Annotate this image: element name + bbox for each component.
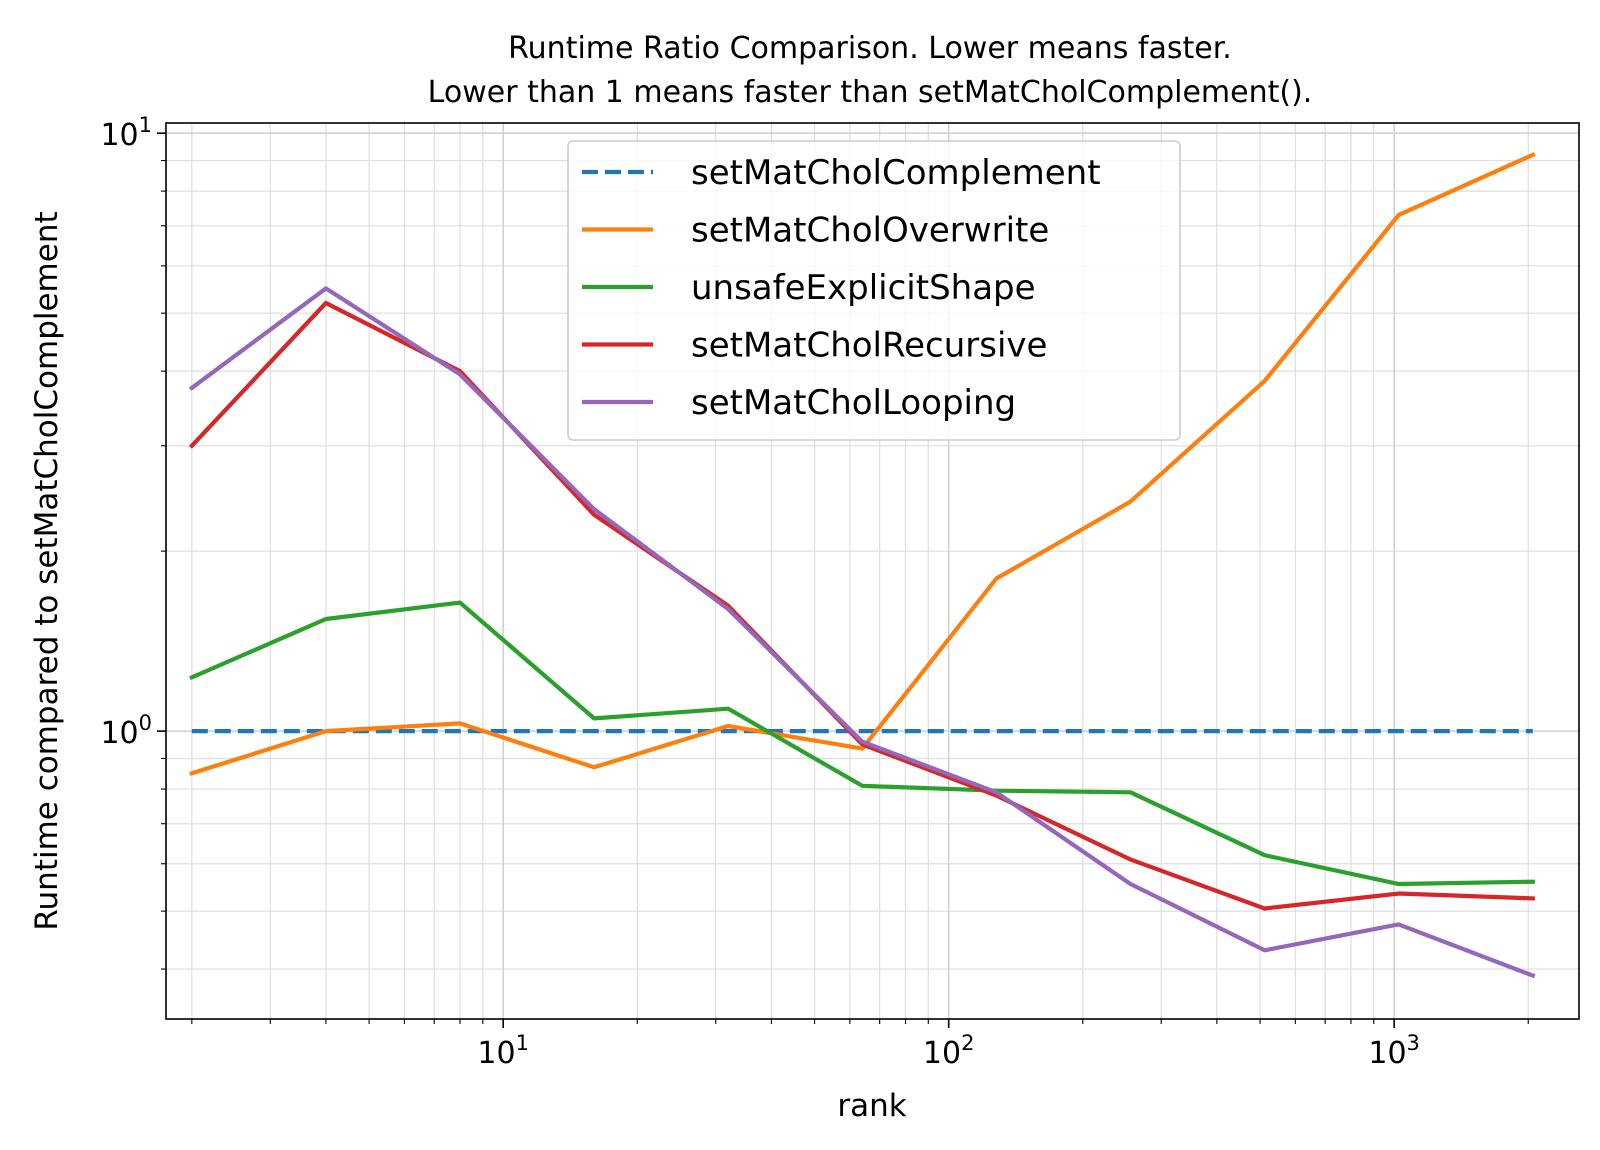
series-line-4: [188, 286, 1536, 979]
series-line-1: [189, 152, 1536, 776]
legend-label-0: setMatCholComplement: [691, 153, 1101, 193]
series-line-2: [189, 600, 1535, 887]
legend-label-3: setMatCholRecursive: [691, 326, 1047, 366]
legend-label-2: unsafeExplicitShape: [691, 268, 1036, 308]
chart-title: Runtime Ratio Comparison. Lower means fa…: [508, 31, 1232, 66]
legend-label-4: setMatCholLooping: [691, 383, 1016, 423]
y-tick-label: 100: [100, 711, 152, 751]
legend-label-1: setMatCholOverwrite: [691, 211, 1049, 251]
y-axis-label: Runtime compared to setMatCholComplement: [29, 211, 65, 930]
x-tick-label: 102: [923, 1031, 975, 1071]
x-tick-label: 103: [1368, 1031, 1420, 1071]
series-lines: [188, 152, 1536, 979]
tick-labels: 101 102 103 100 101: [100, 113, 1419, 1071]
series-line-3: [188, 300, 1535, 911]
legend: setMatCholComplement setMatCholOverwrite u…: [567, 140, 1181, 441]
tick-marks: [157, 132, 1529, 1028]
y-tick-label: 101: [100, 113, 152, 153]
legend-box: [567, 140, 1181, 441]
x-axis-label: rank: [837, 1088, 906, 1124]
x-tick-label: 101: [477, 1031, 529, 1071]
plot-frame: [165, 122, 1580, 1020]
chart-subtitle: Lower than 1 means faster than setMatCho…: [428, 75, 1313, 110]
